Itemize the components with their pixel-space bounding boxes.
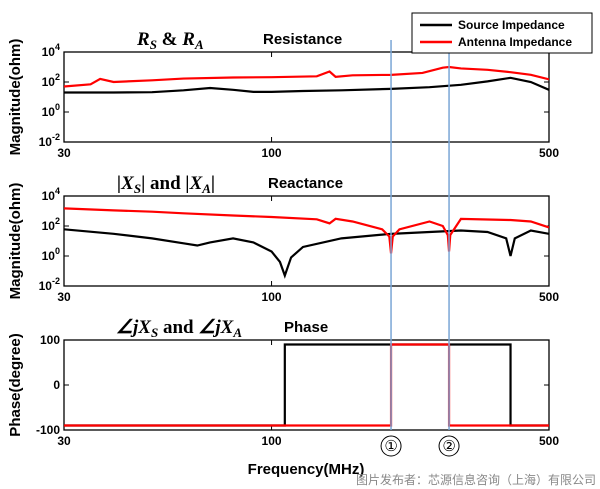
legend-box: [411, 12, 593, 54]
phase-antenna-line: [64, 343, 549, 427]
reactance-math-title: |XS| and |XA|: [117, 173, 215, 196]
marker-circle-2: [438, 435, 460, 457]
resistance-ytick-label: 102: [42, 72, 60, 89]
resistance-title: Resistance: [263, 31, 342, 48]
phase-ytick-label: -100: [36, 423, 60, 437]
marker-circle-1: [380, 435, 402, 457]
resistance-xtick-label: 500: [539, 146, 559, 160]
reactance-x-ticks: 30 100 500: [57, 196, 559, 304]
phase-source-line: [64, 343, 549, 427]
reactance-ytick-label: 100: [42, 246, 60, 263]
reactance-plot-area: [64, 207, 549, 279]
reactance-ytick-label: 102: [42, 216, 60, 233]
resistance-ylabel: Magnitude(ohm): [7, 39, 24, 156]
reactance-title: Reactance: [268, 175, 343, 192]
reactance-y-ticks: 10-2 100 102 104: [39, 186, 549, 293]
phase-math-title: ∠jXS and ∠jXA: [116, 317, 242, 340]
reactance-xtick-label: 500: [539, 290, 559, 304]
resistance-ytick-label: 104: [42, 42, 60, 59]
phase-xtick-label: 100: [262, 434, 282, 448]
resistance-plot-area: [64, 65, 549, 94]
panel-reactance: |XS| and |XA| Reactance 10-2 100 102 104 30…: [7, 173, 559, 304]
reactance-xtick-label: 100: [262, 290, 282, 304]
panel-resistance: RS & RA Resistance 10-2 100 102 104 30 100 50…: [7, 29, 559, 160]
legend-antenna-label: Antenna Impedance: [458, 35, 572, 49]
resistance-xtick-label: 100: [262, 146, 282, 160]
reactance-axes-box: [63, 195, 550, 287]
reactance-ytick-label: 10-2: [39, 276, 60, 293]
panel-phase: ∠jXS and ∠jXA Phase -100 0 100 30 100 500 Ph…: [7, 317, 559, 448]
phase-xtick-label: 500: [539, 434, 559, 448]
phase-axes-box: [63, 339, 550, 431]
resistance-source-line: [64, 76, 549, 94]
reactance-antenna-line: [64, 207, 549, 254]
reactance-ylabel: Magnitude(ohm): [7, 183, 24, 300]
legend: Source Impedance Antenna Impedance: [411, 12, 593, 54]
marker-label-1: ①: [384, 437, 397, 455]
phase-ylabel: Phase(degree): [7, 333, 24, 436]
phase-plot-area: [64, 343, 549, 427]
reactance-source-line: [64, 228, 549, 279]
reactance-ytick-label: 104: [42, 186, 60, 203]
reactance-xtick-label: 30: [57, 290, 71, 304]
phase-xtick-label: 30: [57, 434, 71, 448]
legend-source-label: Source Impedance: [458, 18, 565, 32]
x-axis-label: Frequency(MHz): [248, 461, 365, 478]
resistance-math-title: RS & RA: [136, 29, 204, 52]
resistance-xtick-label: 30: [57, 146, 71, 160]
watermark: 图片发布者：芯源信息咨询（上海）有限公司: [356, 472, 596, 487]
resistance-ytick-label: 100: [42, 102, 60, 119]
phase-ytick-label: 100: [40, 333, 60, 347]
resistance-axes-box: [63, 51, 550, 143]
resistance-antenna-line: [64, 65, 549, 88]
phase-y-ticks: -100 0 100: [36, 333, 549, 437]
resistance-y-ticks: 10-2 100 102 104: [39, 42, 549, 149]
phase-title: Phase: [284, 319, 328, 336]
resistance-ytick-label: 10-2: [39, 132, 60, 149]
phase-ytick-label: 0: [53, 378, 60, 392]
phase-x-ticks: 30 100 500: [57, 340, 559, 448]
marker-label-2: ②: [442, 437, 455, 455]
resistance-x-ticks: 30 100 500: [57, 52, 559, 160]
